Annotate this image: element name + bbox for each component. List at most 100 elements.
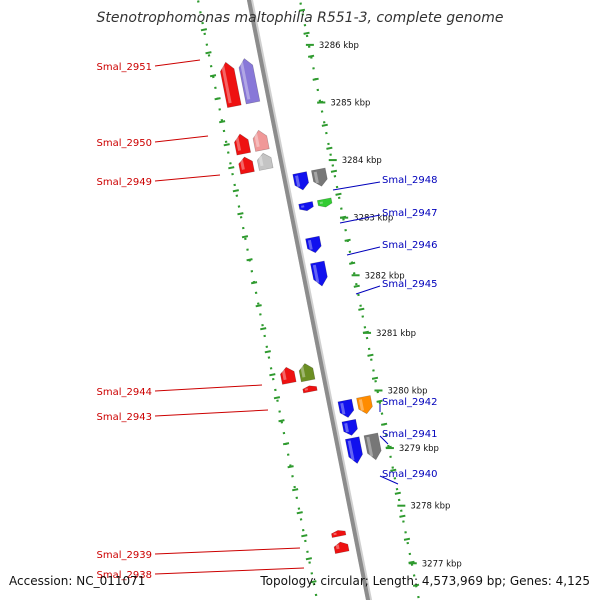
guide-dash: [255, 304, 262, 308]
gene-arrow: [256, 152, 274, 171]
guide-dash: [326, 146, 333, 150]
backbone-layer: [246, 0, 374, 605]
gene-arrow: [292, 171, 309, 191]
gene-highlight: [281, 369, 287, 381]
guide-dash: [209, 74, 217, 78]
right-gene-label: Smal_2941: [382, 429, 437, 440]
gene-arrow: [298, 363, 316, 383]
guide-dash: [241, 235, 249, 239]
guide-dash: [403, 537, 411, 541]
gene-highlight: [319, 201, 324, 205]
guide-dash: [307, 54, 315, 58]
gene-arrow: [220, 61, 242, 109]
gene-highlight: [340, 402, 346, 415]
left-label-leader: [154, 547, 301, 555]
topology-text: Topology: circular; Length: 4,573,969 bp…: [260, 574, 590, 588]
guide-dash: [200, 28, 208, 32]
kbp-tick-label: 3282 kbp: [365, 271, 405, 281]
left-label-leader: [154, 567, 305, 575]
right-gene-label: Smal_2940: [382, 469, 437, 480]
gene-highlight: [258, 155, 264, 167]
right-gene-label: Smal_2945: [382, 279, 437, 290]
left-label-leader: [154, 409, 269, 417]
gene-body: [310, 260, 328, 287]
right-label-leader: [355, 285, 381, 295]
guide-dash: [376, 399, 383, 403]
gene-highlight: [313, 171, 319, 184]
guide-dash: [232, 189, 239, 193]
guide-dash: [349, 261, 356, 265]
gene-arrow: [302, 385, 318, 394]
guide-dash: [312, 77, 319, 81]
left-gene-label: Smal_2938: [97, 570, 152, 581]
guide-dash: [260, 327, 267, 331]
guide-dash: [219, 120, 226, 124]
left-gene-label: Smal_2950: [97, 138, 152, 149]
right-label-leader: [332, 181, 381, 191]
kbp-tick-label: 3283 kbp: [353, 214, 393, 224]
gene-highlight: [344, 423, 349, 433]
gene-highlight: [307, 239, 313, 250]
gene-arrow: [341, 418, 358, 436]
gene-arrow: [234, 133, 252, 156]
gene-body: [356, 395, 373, 415]
kbp-tick-label: 3286 kbp: [319, 41, 359, 51]
guide-dash: [344, 238, 351, 242]
gene-layer: [220, 58, 382, 554]
left-gene-label: Smal_2943: [97, 412, 152, 423]
guide-dash: [367, 353, 374, 357]
left-label-leader: [154, 174, 221, 182]
page-title: Stenotrophomonas maltophilia R551-3, com…: [96, 10, 504, 26]
gene-body: [238, 58, 261, 105]
guide-dash: [205, 51, 212, 55]
guide-dash: [371, 376, 379, 380]
guide-dash: [305, 557, 313, 561]
guide-dash: [310, 580, 317, 584]
left-gene-label: Smal_2939: [97, 550, 152, 561]
guide-dash: [321, 123, 328, 127]
guide-dash: [223, 143, 230, 147]
gene-highlight: [300, 365, 306, 378]
guide-dash: [246, 258, 253, 262]
gene-highlight: [295, 175, 301, 188]
left-guide-line: [196, 0, 320, 605]
gene-highlight: [239, 159, 245, 170]
gene-arrow: [252, 129, 270, 152]
guide-dash: [301, 534, 308, 538]
guide-dash: [353, 284, 360, 288]
guide-dash: [399, 514, 406, 518]
kbp-tick-label: 3279 kbp: [399, 444, 439, 454]
guide-dash: [330, 169, 338, 173]
gene-body: [305, 235, 322, 254]
gene-arrow: [298, 201, 314, 212]
gene-arrow: [238, 58, 261, 105]
guide-dash: [335, 192, 342, 196]
gene-highlight: [253, 132, 260, 148]
gene-highlight: [333, 532, 337, 536]
guide-dash: [380, 422, 388, 426]
backbone-line: [246, 0, 372, 605]
kbp-tick-label: 3284 kbp: [342, 156, 382, 166]
gene-highlight: [221, 64, 232, 104]
gene-arrow: [305, 235, 322, 254]
kbp-tick-label: 3277 kbp: [422, 559, 462, 569]
right-label-leader: [346, 246, 381, 256]
right-label-leader: [339, 214, 381, 224]
gene-highlight: [335, 544, 340, 550]
right-gene-label: Smal_2942: [382, 397, 437, 408]
guide-dash: [287, 465, 294, 469]
gene-body: [234, 133, 252, 156]
right-gene-label: Smal_2947: [382, 208, 437, 219]
gene-arrow: [363, 432, 382, 461]
guide-dash: [358, 307, 365, 311]
gene-body: [337, 398, 355, 418]
gene-highlight: [358, 399, 365, 411]
gene-body: [302, 385, 318, 394]
guide-dash: [250, 281, 258, 285]
gene-arrow: [316, 197, 333, 208]
gene-highlight: [239, 60, 251, 100]
guide-dash: [303, 31, 310, 35]
gene-highlight: [366, 436, 374, 457]
gene-body: [316, 197, 333, 208]
